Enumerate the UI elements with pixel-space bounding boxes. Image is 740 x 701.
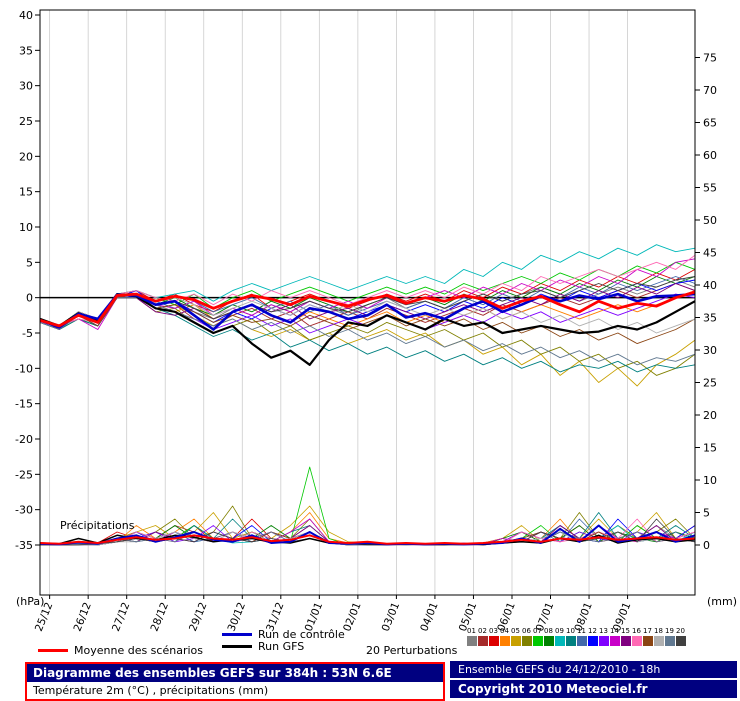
left-axis-tick-label: -5 <box>22 327 33 340</box>
precipitation-annotation: Précipitations <box>60 519 135 532</box>
right-axis-tick-label: 45 <box>703 247 717 260</box>
right-axis-tick-label: 30 <box>703 344 717 357</box>
x-tick-label: 27/12 <box>110 601 132 634</box>
right-axis-tick-label: 75 <box>703 52 717 65</box>
diagram-title: Diagramme des ensembles GEFS sur 384h : … <box>27 664 443 682</box>
right-axis-tick-label: 40 <box>703 279 717 292</box>
right-axis-tick-label: 10 <box>703 474 717 487</box>
left-axis-tick-label: -20 <box>15 433 33 446</box>
plot-border <box>39 9 696 596</box>
x-tick-label: 28/12 <box>149 601 171 634</box>
left-axis-tick-label: 25 <box>19 115 33 128</box>
copyright: Copyright 2010 Meteociel.fr <box>450 680 737 698</box>
x-tick-label: 06/01 <box>495 601 517 634</box>
left-axis-tick-label: 20 <box>19 150 33 163</box>
x-tick-label: 03/01 <box>380 601 402 634</box>
ensemble-chart: 25/12 26/12 27/12 28/12 29/12 30/12 31/12 01/01… <box>15 9 737 634</box>
left-axis-tick-label: 35 <box>19 44 33 57</box>
left-axis-tick-label: -25 <box>15 468 33 481</box>
x-tick-label: 09/01 <box>611 601 633 634</box>
diagram-title-box: Diagramme des ensembles GEFS sur 384h : … <box>25 662 445 701</box>
right-axis-tick-label: 5 <box>703 507 710 520</box>
precip-axis-unit-label: (mm) <box>707 595 737 608</box>
right-axis-tick-label: 50 <box>703 214 717 227</box>
precip-mean-line <box>39 534 696 545</box>
temp-gfs-line <box>39 293 696 366</box>
precip-member-line <box>40 518 696 546</box>
diagram-subtitle: Température 2m (°C) , précipitations (mm… <box>27 682 443 699</box>
x-tick-label: 29/12 <box>187 601 209 634</box>
right-axis-tick-label: 70 <box>703 84 717 97</box>
left-axis-tick-label: 5 <box>26 256 33 269</box>
right-axis-tick-label: 35 <box>703 312 717 325</box>
left-axis-tick-label: 15 <box>19 186 33 199</box>
left-axis-tick-label: -10 <box>15 362 33 375</box>
x-tick-label: 07/01 <box>534 601 556 634</box>
left-axis-tick-label: 0 <box>26 292 33 305</box>
left-axis-tick-label: -35 <box>15 539 33 552</box>
x-tick-label: 30/12 <box>226 601 248 634</box>
x-tick-label: 05/01 <box>457 601 479 634</box>
x-tick-label: 01/01 <box>303 601 325 634</box>
x-tick-label: 26/12 <box>71 601 93 634</box>
x-tick-label: 02/01 <box>341 601 363 634</box>
x-tick-label: 31/12 <box>264 601 286 634</box>
right-axis-tick-label: 20 <box>703 409 717 422</box>
right-axis-tick-label: 15 <box>703 442 717 455</box>
x-tick-label: 08/01 <box>572 601 594 634</box>
temp-member-line <box>39 244 696 327</box>
left-axis-tick-label: 10 <box>19 221 33 234</box>
left-axis-tick-label: 40 <box>19 9 33 22</box>
temp-mean-line <box>39 290 696 328</box>
right-axis-tick-label: 65 <box>703 117 717 130</box>
right-axis-tick-label: 0 <box>703 539 710 552</box>
mean-line-swatch <box>38 649 68 652</box>
left-axis-tick-label: -15 <box>15 398 33 411</box>
x-tick-label: 04/01 <box>418 601 440 634</box>
left-axis-tick-label: -30 <box>15 504 33 517</box>
right-axis-tick-label: 55 <box>703 182 717 195</box>
right-axis-tick-label: 60 <box>703 149 717 162</box>
left-axis-tick-label: 30 <box>19 80 33 93</box>
temp-axis-unit-label: (hPa) <box>16 595 44 608</box>
run-info: Ensemble GEFS du 24/12/2010 - 18h <box>450 661 737 678</box>
temp-member-line <box>39 254 696 327</box>
right-axis-tick-label: 25 <box>703 377 717 390</box>
temp-control-line <box>39 292 696 331</box>
